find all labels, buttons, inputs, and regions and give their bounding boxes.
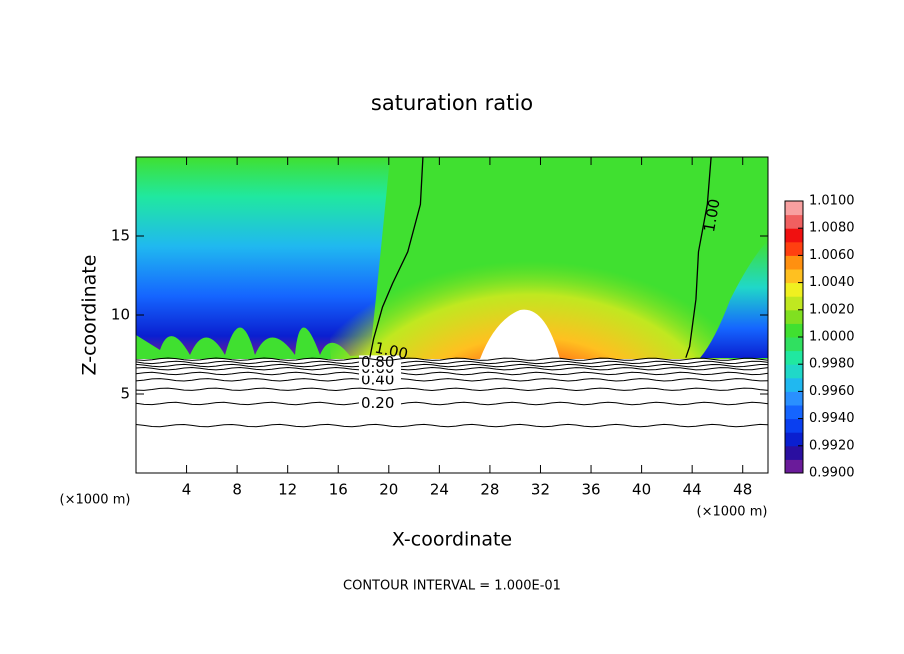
colorbar-tick-label: 1.0080: [809, 221, 855, 236]
contour-line: [135, 423, 769, 428]
colorbar-tick-label: 0.9940: [809, 411, 855, 426]
contour-line: [135, 401, 769, 406]
x-tick-label: 48: [733, 481, 752, 499]
contour-line: [685, 156, 712, 358]
colorbar-band: [785, 364, 803, 379]
colorbar-band: [785, 323, 803, 338]
colorbar-tick-label: 0.9920: [809, 438, 855, 453]
contour-label-bg: [358, 396, 401, 411]
filled-field: [136, 157, 768, 473]
y-tick-label: 10: [111, 306, 130, 324]
colorbar-band: [785, 418, 803, 433]
y-tick-label: 15: [111, 227, 130, 245]
contour-line: [135, 363, 769, 368]
x-unit: (×1000 m): [60, 493, 131, 508]
colorbar-tick-label: 1.0040: [809, 275, 855, 290]
colorbar-tick-label: 1.0100: [809, 194, 855, 209]
y-tick-label: 5: [120, 385, 130, 403]
colorbar-band: [785, 309, 803, 324]
x-tick-label: 20: [379, 481, 398, 499]
x-tick-label: 8: [232, 481, 242, 499]
x-tick-label: 12: [278, 481, 297, 499]
colorbar-band: [785, 459, 803, 474]
x-tick-label: 40: [632, 481, 651, 499]
colorbar-band: [785, 282, 803, 297]
x-tick-label: 28: [480, 481, 499, 499]
contour-label: 0.20: [361, 394, 394, 412]
colorbar-tick-label: 1.0020: [809, 302, 855, 317]
colorbar-band: [785, 296, 803, 311]
chart-title: saturation ratio: [371, 91, 533, 115]
colorbar-band: [785, 391, 803, 406]
colorbar-band: [785, 337, 803, 352]
colorbar-band: [785, 350, 803, 365]
y-axis-label: Z-coordinate: [79, 255, 101, 376]
x-tick-label: 36: [581, 481, 600, 499]
colorbar-band: [785, 214, 803, 229]
contour-label: 1.00: [700, 197, 724, 233]
footer: CONTOUR INTERVAL = 1.000E-01: [343, 579, 561, 594]
colorbar-band: [785, 432, 803, 447]
x-unit: (×1000 m): [697, 505, 768, 520]
contour-line: [135, 371, 769, 376]
colorbar-tick-label: 1.0060: [809, 248, 855, 263]
contour-line: [135, 360, 769, 365]
x-tick-label: 4: [182, 481, 192, 499]
contour-line: [369, 156, 424, 358]
x-tick-label: 44: [683, 481, 702, 499]
contour-line: [135, 366, 769, 371]
colorbar-band: [785, 377, 803, 392]
x-tick-label: 32: [531, 481, 550, 499]
colorbar-tick-label: 0.9980: [809, 357, 855, 372]
colorbar-band: [785, 228, 803, 243]
colorbar-tick-label: 0.9900: [809, 466, 855, 481]
colorbar-band: [785, 241, 803, 256]
colorbar-band: [785, 445, 803, 460]
colorbar-band: [785, 269, 803, 284]
contour-line: [135, 378, 769, 382]
colorbar-band: [785, 405, 803, 420]
x-tick-label: 24: [430, 481, 449, 499]
contour-line: [135, 357, 769, 361]
colorbar-band: [785, 201, 803, 216]
contour-label-bg: [358, 372, 401, 387]
colorbar-tick-label: 0.9960: [809, 384, 855, 399]
contour-line: [135, 387, 769, 392]
colorbar-tick-label: 1.0000: [809, 330, 855, 345]
x-tick-label: 16: [329, 481, 348, 499]
colorbar-band: [785, 255, 803, 270]
x-axis-label: X-coordinate: [392, 529, 512, 551]
